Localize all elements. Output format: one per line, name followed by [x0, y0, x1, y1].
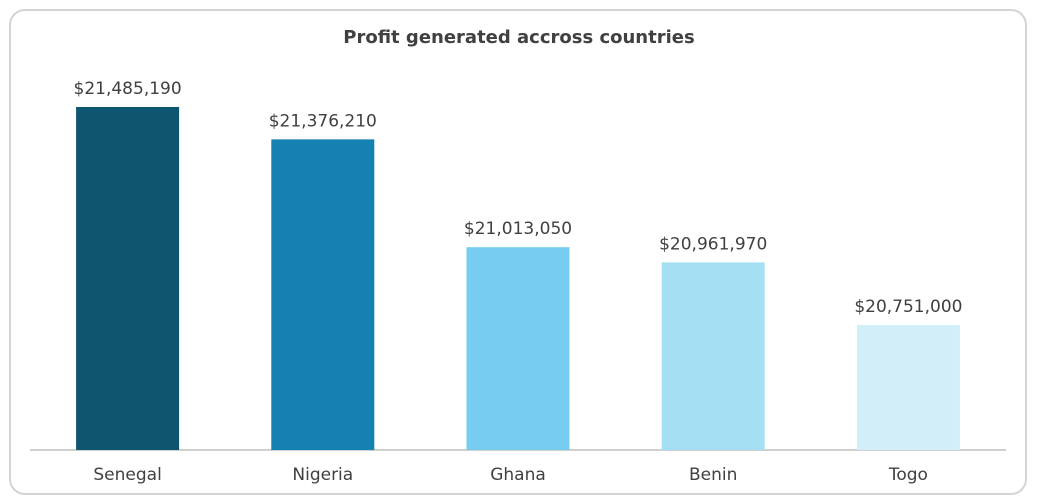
category-label-benin: Benin — [689, 465, 737, 485]
bar-senegal — [76, 107, 180, 450]
category-label-togo: Togo — [888, 465, 928, 485]
bar-benin — [661, 262, 765, 450]
data-label-benin: $20,961,970 — [659, 234, 767, 254]
data-label-togo: $20,751,000 — [854, 297, 962, 317]
category-label-ghana: Ghana — [490, 465, 546, 485]
category-label-nigeria: Nigeria — [292, 465, 353, 485]
data-label-ghana: $21,013,050 — [464, 219, 572, 239]
chart-title: Profit generated accross countries — [343, 27, 695, 48]
data-label-nigeria: $21,376,210 — [269, 111, 377, 131]
bar-ghana — [466, 247, 570, 450]
bar-togo — [856, 324, 960, 450]
bar-nigeria — [271, 139, 375, 450]
data-label-senegal: $21,485,190 — [74, 79, 182, 99]
category-label-senegal: Senegal — [93, 465, 161, 485]
